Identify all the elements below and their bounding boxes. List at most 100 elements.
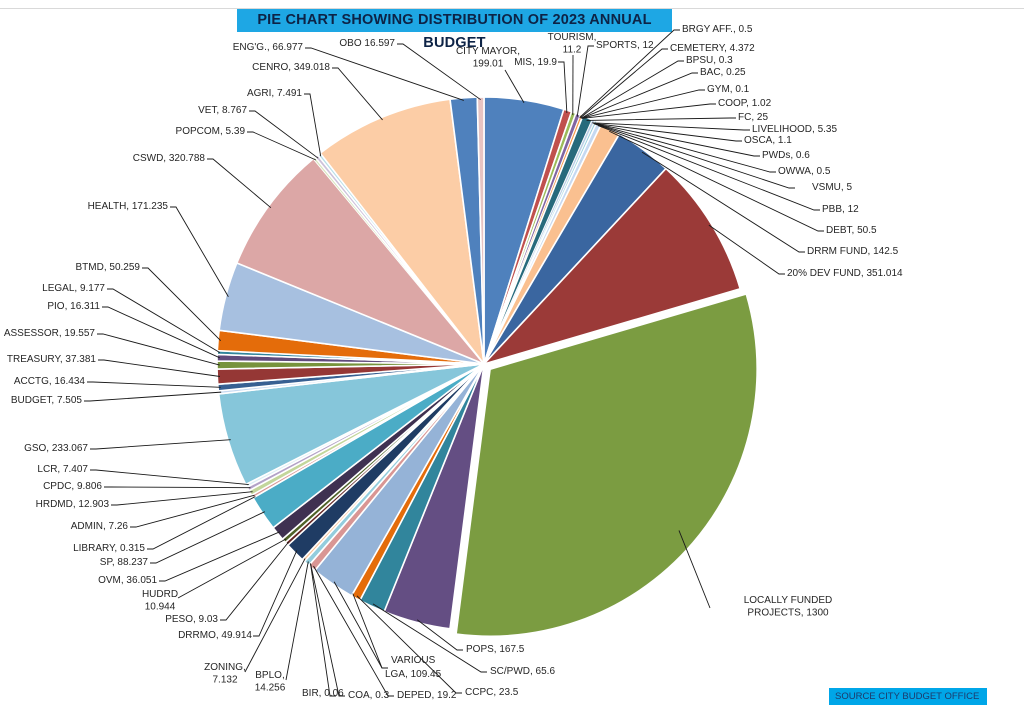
leader-line-cemetery <box>580 48 668 119</box>
leader-line-20-dev-fund <box>708 224 785 275</box>
slice-locally-funded-projects <box>455 293 758 637</box>
data-label-vsmu: VSMU, 5 <box>812 182 852 193</box>
leader-line-brgy-aff <box>579 29 680 118</box>
leader-line-pio <box>102 306 220 359</box>
top-border <box>0 8 1024 9</box>
data-label-gso: GSO, 233.067 <box>24 443 88 454</box>
data-label-owwa: OWWA, 0.5 <box>778 166 831 177</box>
data-label-debt: DEBT, 50.5 <box>826 225 877 236</box>
data-label-zoning: ZONING, 7.132 <box>204 662 246 686</box>
leader-line-pwds <box>593 123 760 157</box>
leader-line-bplo <box>285 561 309 681</box>
leader-line-gso <box>90 439 231 450</box>
data-label-agri: AGRI, 7.491 <box>247 88 302 99</box>
data-label-ovm: OVM, 36.051 <box>98 575 157 586</box>
data-label-cswd: CSWD, 320.788 <box>133 153 206 164</box>
leader-line-drrmo <box>253 550 298 637</box>
leader-line-library <box>147 496 256 550</box>
leader-line-locally-funded-projects <box>678 530 711 609</box>
leader-line-agri <box>304 93 322 157</box>
data-label-cenro: CENRO, 349.018 <box>252 62 330 73</box>
leader-line-cswd <box>207 158 272 209</box>
leader-line-livelihood <box>592 122 750 131</box>
leader-line-sc-pwd <box>372 603 487 673</box>
leader-line-eng-g <box>305 47 464 101</box>
data-label-drrmo: DRRMO, 49.914 <box>178 630 252 641</box>
data-label-pio: PIO, 16.311 <box>47 301 100 312</box>
data-label-pwds: PWDs, 0.6 <box>762 150 810 161</box>
leader-line-zoning <box>244 558 306 673</box>
leader-line-deped <box>313 565 394 697</box>
leader-line-coop <box>581 103 716 119</box>
slice-cenro <box>319 98 486 367</box>
leader-line-fc <box>586 117 736 121</box>
data-label-legal: LEGAL, 9.177 <box>42 283 105 294</box>
chart-title: PIE CHART SHOWING DISTRIBUTION OF 2023 A… <box>237 9 672 51</box>
leader-line-ovm <box>159 531 280 582</box>
leader-line-hrdmd <box>111 491 253 506</box>
data-label-city-mayor: CITY MAYOR, 199.01 <box>456 46 520 70</box>
data-label-cpdc: CPDC, 9.806 <box>43 481 102 492</box>
data-label-coa: COA, 0.3 <box>348 690 390 701</box>
data-label-acctg: ACCTG, 16.434 <box>14 376 86 387</box>
data-label-pbb: PBB, 12 <box>822 204 859 215</box>
leader-line-health <box>170 206 229 297</box>
data-label-mis: MIS, 19.9 <box>514 57 557 68</box>
data-label-cemetery: CEMETERY, 4.372 <box>670 43 755 54</box>
slice-20-dev-fund <box>481 167 742 366</box>
data-label-ccpc: CCPC, 23.5 <box>465 687 519 698</box>
data-label-20-dev-fund: 20% DEV FUND, 351.014 <box>787 268 903 279</box>
leader-line-budget <box>84 391 222 402</box>
data-label-coop: COOP, 1.02 <box>718 98 772 109</box>
leader-line-legal <box>107 288 221 354</box>
leader-line-pops <box>416 619 463 651</box>
leader-line-peso <box>220 541 289 621</box>
leader-line-sports <box>576 45 594 117</box>
data-label-deped: DEPED, 19.2 <box>397 690 457 701</box>
leader-line-sp <box>150 511 265 564</box>
leader-line-owwa <box>593 123 776 173</box>
source-note: SOURCE CITY BUDGET OFFICE <box>829 688 987 705</box>
data-label-vet: VET, 8.767 <box>198 105 247 116</box>
data-label-locally-funded-projects: LOCALLY FUNDED PROJECTS, 1300 <box>744 595 833 619</box>
data-label-assessor: ASSESSOR, 19.557 <box>4 328 96 339</box>
leader-line-mis <box>558 61 568 114</box>
data-label-btmd: BTMD, 50.259 <box>76 262 141 273</box>
leader-line-pbb <box>597 125 820 211</box>
leader-line-admin <box>130 494 255 528</box>
data-label-budget: BUDGET, 7.505 <box>11 395 83 406</box>
data-label-sports: SPORTS, 12 <box>596 40 654 51</box>
data-label-popcom: POPCOM, 5.39 <box>176 126 246 137</box>
data-label-fc: FC, 25 <box>738 112 768 123</box>
leader-line-bir <box>310 563 336 697</box>
leader-line-cpdc <box>104 486 251 489</box>
data-label-eng-g: ENG'G., 66.977 <box>233 42 304 53</box>
leader-line-btmd <box>142 267 222 342</box>
data-label-peso: PESO, 9.03 <box>165 614 218 625</box>
leader-line-vsmu <box>594 123 795 189</box>
leader-line-vet <box>249 110 319 159</box>
data-label-obo: OBO 16.597 <box>339 38 395 49</box>
data-label-bir: BIR, 0.06 <box>302 688 344 699</box>
leader-line-gym <box>581 89 705 119</box>
data-label-tourism: TOURISM, 11.2 <box>548 32 597 56</box>
leader-line-acctg <box>87 381 221 388</box>
data-label-livelihood: LIVELIHOOD, 5.35 <box>752 124 837 135</box>
data-label-library: LIBRARY, 0.315 <box>73 543 145 554</box>
leader-line-bpsu <box>581 60 684 119</box>
leader-line-osca <box>593 122 742 142</box>
leader-line-treasury <box>98 359 221 377</box>
leader-line-popcom <box>247 131 317 161</box>
leader-line-debt <box>609 130 824 232</box>
leader-line-obo <box>397 43 481 101</box>
data-label-sp: SP, 88.237 <box>100 557 149 568</box>
leader-line-hudrd <box>177 538 287 599</box>
leader-line-coa <box>310 563 345 697</box>
leader-line-ccpc <box>356 595 462 694</box>
data-label-health: HEALTH, 171.235 <box>88 201 169 212</box>
data-label-hrdmd: HRDMD, 12.903 <box>36 499 110 510</box>
leader-line-drrm-fund <box>641 151 805 253</box>
data-label-admin: ADMIN, 7.26 <box>71 521 129 532</box>
data-label-brgy-aff: BRGY AFF., 0.5 <box>682 24 753 35</box>
